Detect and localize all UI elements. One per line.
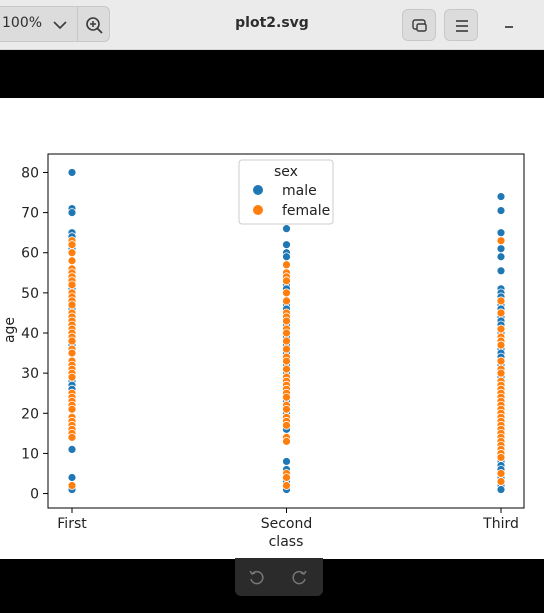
data-point-female: [496, 340, 506, 350]
y-tick-label: 70: [21, 206, 39, 222]
data-point-female: [282, 260, 291, 270]
data-point-female: [282, 404, 291, 414]
window-title-container: plot2.svg: [0, 15, 544, 31]
data-point-female: [496, 368, 506, 378]
data-point-female: [67, 280, 77, 290]
legend-marker-male: [253, 185, 263, 195]
rotate-controls: [235, 558, 323, 596]
y-tick-label: 60: [21, 246, 39, 262]
window-title: plot2.svg: [235, 15, 309, 31]
data-point-female: [282, 336, 291, 346]
legend-label-male: male: [282, 183, 317, 199]
main-menu-button[interactable]: [444, 9, 478, 41]
x-axis: First Second Third: [57, 508, 519, 532]
legend: sex male female: [238, 159, 334, 225]
data-point-female: [67, 432, 77, 442]
data-point-female: [282, 481, 291, 490]
y-axis-label: age: [2, 317, 18, 343]
chevron-down-icon[interactable]: [50, 15, 70, 35]
data-point-male: [282, 224, 291, 234]
data-point-female: [496, 296, 506, 306]
data-point-female: [67, 481, 77, 490]
y-tick-label: 20: [21, 406, 39, 422]
y-tick-label: 40: [21, 326, 39, 342]
data-point-male: [496, 266, 506, 276]
data-point-female: [67, 404, 77, 414]
restore-window-icon: [412, 19, 427, 32]
data-point-male: [282, 240, 291, 250]
x-axis-label: class: [269, 534, 304, 550]
data-point-male: [496, 206, 506, 215]
data-point-male: [67, 168, 77, 177]
data-point-female: [282, 473, 291, 482]
data-point-female: [67, 240, 77, 250]
title-bar: 100% plot2.svg: [0, 0, 544, 50]
data-point-female: [282, 316, 291, 326]
x-tick-label: Second: [261, 516, 313, 532]
legend-marker-female: [253, 205, 263, 215]
data-point-female: [67, 348, 77, 358]
data-point-female: [282, 288, 291, 298]
data-point-female: [282, 356, 291, 366]
data-point-female: [67, 372, 77, 382]
data-point-male: [282, 252, 291, 262]
data-point-female: [496, 236, 506, 246]
y-tick-label: 80: [21, 165, 39, 181]
data-point-female: [282, 276, 291, 286]
scatter-plot: 0 10 20 30 40 50 60 70 80 First Second Third class…: [2, 153, 525, 550]
rotate-right-icon[interactable]: [291, 568, 309, 586]
data-point-female: [67, 300, 77, 310]
zoom-in-icon[interactable]: [84, 15, 104, 35]
data-point-male: [496, 228, 506, 238]
data-point-female: [282, 392, 291, 402]
legend-label-female: female: [282, 203, 330, 219]
data-point-male: [67, 208, 77, 217]
data-point-female: [282, 420, 291, 430]
data-point-male: [67, 445, 77, 454]
viewer-top-background: [0, 50, 544, 98]
y-tick-label: 10: [21, 446, 39, 462]
data-point-female: [282, 344, 291, 354]
data-point-female: [67, 248, 77, 258]
data-point-male: [282, 457, 291, 466]
data-point-female: [282, 364, 291, 374]
data-point-male: [67, 473, 77, 482]
data-point-female: [496, 324, 506, 334]
data-point-female: [496, 308, 506, 318]
data-point-male: [496, 252, 506, 262]
data-point-female: [282, 436, 291, 446]
zoom-control: 100%: [0, 6, 110, 42]
rotate-left-icon[interactable]: [247, 568, 265, 586]
data-point-female: [496, 356, 506, 366]
zoom-divider: [77, 7, 78, 41]
data-point-female: [496, 469, 506, 478]
x-tick-label: First: [57, 516, 87, 532]
data-point-male: [496, 192, 506, 201]
restore-window-button[interactable]: [402, 9, 436, 41]
data-point-female: [496, 477, 506, 486]
data-point-female: [496, 453, 506, 462]
y-axis: 0 10 20 30 40 50 60 70 80: [21, 165, 48, 503]
y-tick-label: 0: [30, 487, 39, 503]
data-points: [67, 168, 506, 494]
hamburger-menu-icon: [456, 20, 468, 32]
data-point-female: [282, 296, 291, 306]
data-point-male: [496, 244, 506, 254]
data-point-male: [496, 485, 506, 494]
y-tick-label: 30: [21, 366, 39, 382]
data-point-female: [67, 256, 77, 266]
minimize-icon[interactable]: [498, 14, 522, 38]
data-point-female: [282, 328, 291, 338]
legend-title: sex: [274, 164, 298, 180]
y-tick-label: 50: [21, 286, 39, 302]
zoom-value[interactable]: 100%: [2, 15, 43, 31]
data-point-female: [67, 336, 77, 346]
x-tick-label: Third: [482, 516, 519, 532]
